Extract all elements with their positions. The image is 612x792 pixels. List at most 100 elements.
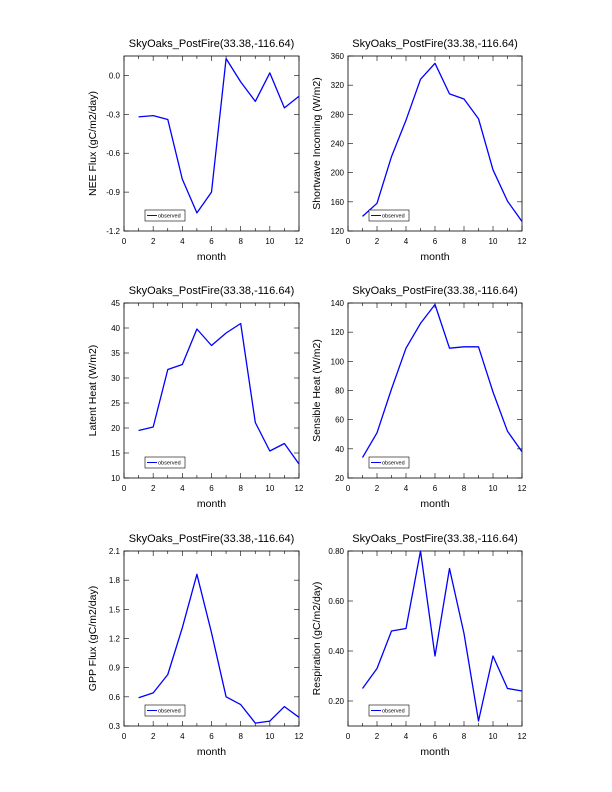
x-tick-label: 0 xyxy=(122,732,127,741)
y-tick-label: 240 xyxy=(331,140,345,149)
series-line-observed xyxy=(361,550,523,722)
x-tick-label: 0 xyxy=(346,237,351,246)
x-tick-label: 0 xyxy=(122,237,127,246)
y-tick-label: 320 xyxy=(331,81,345,90)
y-tick-label: 45 xyxy=(111,299,120,308)
x-tick-label: 4 xyxy=(404,237,409,246)
y-tick-label: 40 xyxy=(111,324,120,333)
chart-panel: SkyOaks_PostFire(33.38,-116.64) 0 2 4 6 8 10 12… xyxy=(87,38,304,263)
y-tick-label: -0.6 xyxy=(106,149,120,158)
legend-box xyxy=(144,209,186,222)
plot-frame xyxy=(347,550,523,727)
legend-label: observed xyxy=(158,709,181,715)
y-tick-label: 360 xyxy=(331,52,345,61)
legend-label: observed xyxy=(382,461,405,467)
y-tick-label: 120 xyxy=(331,227,345,236)
y-tick-label: 0.3 xyxy=(109,722,121,731)
x-tick-label: 0 xyxy=(346,732,351,741)
x-tick-label: 8 xyxy=(238,484,243,493)
y-tick-label: 15 xyxy=(111,449,120,458)
series-line-observed xyxy=(138,57,300,214)
y-tick-label: 0.20 xyxy=(328,697,344,706)
x-tick-label: 8 xyxy=(462,484,467,493)
y-tick-label: -0.3 xyxy=(106,110,120,119)
x-tick-label: 2 xyxy=(375,484,380,493)
x-axis-label: month xyxy=(197,746,226,758)
y-axis-label: Latent Heat (W/m2) xyxy=(87,345,99,437)
x-tick-label: 4 xyxy=(180,732,185,741)
y-tick-label: 0.0 xyxy=(109,71,121,80)
x-tick-label: 0 xyxy=(346,484,351,493)
x-axis-label: month xyxy=(197,251,226,263)
chart-title: SkyOaks_PostFire(33.38,-116.64) xyxy=(352,533,517,545)
chart-panel: SkyOaks_PostFire(33.38,-116.64) 0 2 4 6 8 10 12… xyxy=(311,285,527,510)
y-axis-label: Sensible Heat (W/m2) xyxy=(311,339,323,442)
x-tick-label: 8 xyxy=(462,237,467,246)
x-tick-label: 10 xyxy=(489,237,498,246)
x-tick-label: 6 xyxy=(433,484,438,493)
x-axis-label: month xyxy=(420,251,449,263)
x-tick-label: 12 xyxy=(518,732,527,741)
x-axis-label: month xyxy=(197,498,226,510)
x-tick-label: 6 xyxy=(433,732,438,741)
x-tick-label: 10 xyxy=(265,237,274,246)
y-tick-label: 30 xyxy=(111,374,120,383)
x-tick-label: 6 xyxy=(209,732,214,741)
x-tick-label: 10 xyxy=(489,732,498,741)
chart-title: SkyOaks_PostFire(33.38,-116.64) xyxy=(352,38,517,50)
y-tick-label: 2.1 xyxy=(109,547,121,556)
legend-box xyxy=(144,704,186,717)
y-tick-label: 35 xyxy=(111,349,120,358)
plot-frame xyxy=(123,550,300,727)
plot-frame xyxy=(123,302,300,479)
x-axis-label: month xyxy=(420,746,449,758)
legend-label: observed xyxy=(158,214,181,220)
y-tick-label: 20 xyxy=(335,474,344,483)
plot-frame xyxy=(347,55,523,232)
y-axis-label: Respiration (gC/m2/day) xyxy=(311,582,323,696)
y-tick-label: 20 xyxy=(111,424,120,433)
legend-box xyxy=(368,704,410,717)
legend-label: observed xyxy=(158,461,181,467)
x-tick-label: 4 xyxy=(404,484,409,493)
y-tick-label: 80 xyxy=(335,387,344,396)
chart-panel: SkyOaks_PostFire(33.38,-116.64) 0 2 4 6 8 10 12… xyxy=(311,533,527,758)
y-tick-label: 120 xyxy=(331,328,345,337)
legend-box xyxy=(368,456,410,469)
x-tick-label: 10 xyxy=(489,484,498,493)
y-tick-label: 60 xyxy=(335,416,344,425)
x-tick-label: 2 xyxy=(375,237,380,246)
x-tick-label: 10 xyxy=(265,484,274,493)
x-tick-label: 4 xyxy=(180,237,185,246)
y-tick-label: 140 xyxy=(331,299,345,308)
legend-box xyxy=(368,209,410,222)
x-tick-label: 12 xyxy=(518,484,527,493)
series-line-observed xyxy=(361,303,523,458)
x-tick-label: 6 xyxy=(433,237,438,246)
x-tick-label: 0 xyxy=(122,484,127,493)
x-tick-label: 8 xyxy=(238,237,243,246)
y-tick-label: 1.8 xyxy=(109,576,121,585)
chart-title: SkyOaks_PostFire(33.38,-116.64) xyxy=(352,285,517,297)
chart-panel: SkyOaks_PostFire(33.38,-116.64) 0 2 4 6 8 10 12… xyxy=(311,38,527,263)
x-tick-label: 6 xyxy=(209,237,214,246)
y-tick-label: -1.2 xyxy=(106,227,120,236)
x-tick-label: 12 xyxy=(295,237,304,246)
series-line-observed xyxy=(138,573,300,724)
x-axis-label: month xyxy=(420,498,449,510)
x-tick-label: 10 xyxy=(265,732,274,741)
x-tick-label: 2 xyxy=(151,237,156,246)
chart-title: SkyOaks_PostFire(33.38,-116.64) xyxy=(129,533,294,545)
x-tick-label: 6 xyxy=(209,484,214,493)
chart-panel: SkyOaks_PostFire(33.38,-116.64) 0 2 4 6 8 10 12… xyxy=(87,533,304,758)
y-tick-label: 40 xyxy=(335,445,344,454)
y-axis-label: Shortwave Incoming (W/m2) xyxy=(311,77,323,209)
x-tick-label: 12 xyxy=(518,237,527,246)
y-tick-label: 1.5 xyxy=(109,605,121,614)
y-tick-label: 100 xyxy=(331,357,345,366)
y-tick-label: 0.60 xyxy=(328,597,344,606)
x-tick-label: 8 xyxy=(238,732,243,741)
y-tick-label: -0.9 xyxy=(106,188,120,197)
y-tick-label: 0.9 xyxy=(109,664,121,673)
